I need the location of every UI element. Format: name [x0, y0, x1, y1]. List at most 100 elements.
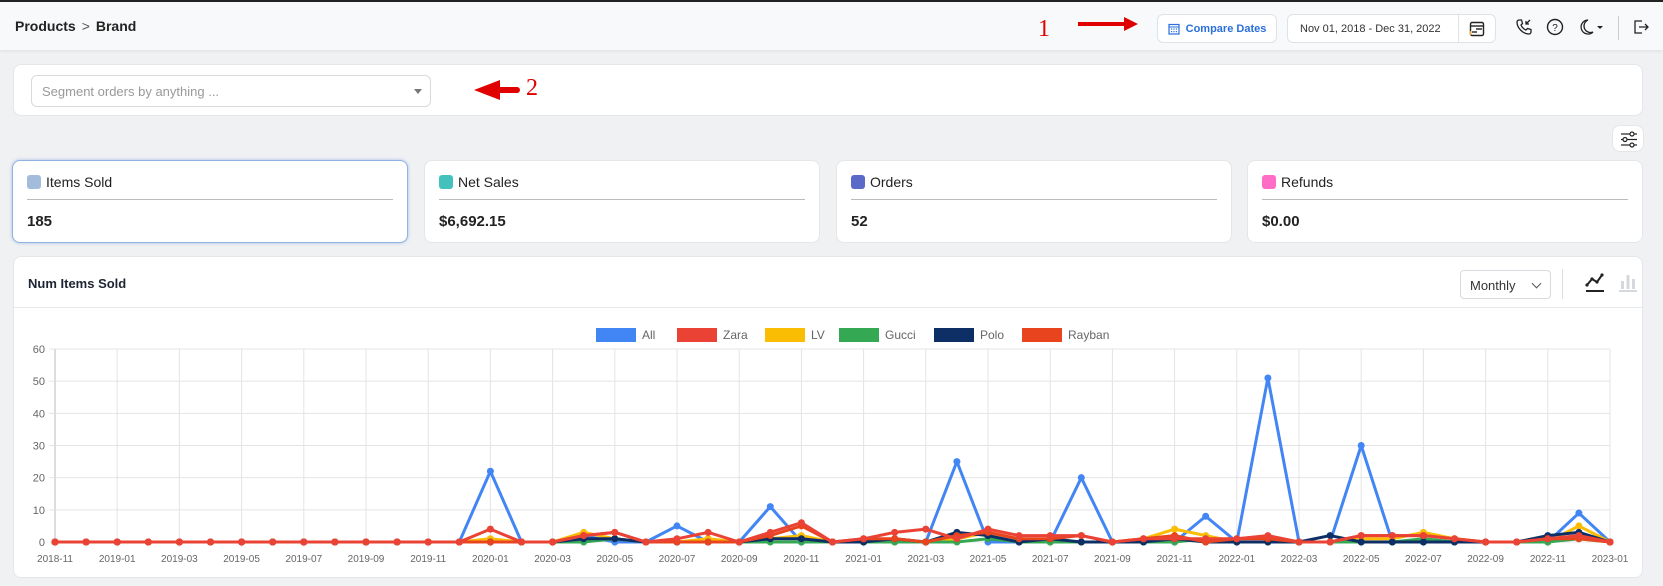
- data-point[interactable]: [486, 538, 494, 546]
- data-point[interactable]: [175, 538, 183, 546]
- data-point[interactable]: [1140, 535, 1147, 543]
- legend-label[interactable]: LV: [811, 328, 825, 342]
- data-point[interactable]: [797, 519, 805, 527]
- legend-swatch[interactable]: [765, 328, 805, 342]
- data-point[interactable]: [1326, 538, 1334, 546]
- data-point[interactable]: [1326, 532, 1334, 540]
- data-point[interactable]: [1357, 442, 1365, 449]
- kpi-card-refunds[interactable]: Refunds $0.00: [1247, 160, 1643, 243]
- data-point[interactable]: [735, 538, 743, 546]
- help-icon[interactable]: ?: [1545, 17, 1565, 37]
- data-point[interactable]: [673, 535, 681, 543]
- data-point[interactable]: [1388, 532, 1396, 540]
- kpi-card-items-sold[interactable]: Items Sold 185: [12, 160, 408, 243]
- data-point[interactable]: [1575, 532, 1583, 540]
- data-point[interactable]: [766, 528, 774, 536]
- data-point[interactable]: [393, 538, 401, 546]
- data-point[interactable]: [922, 525, 930, 533]
- data-point[interactable]: [362, 538, 370, 546]
- legend-label[interactable]: Zara: [723, 328, 748, 342]
- data-point[interactable]: [1606, 538, 1614, 546]
- data-point[interactable]: [984, 525, 992, 533]
- legend-swatch[interactable]: [596, 328, 636, 342]
- data-point[interactable]: [1233, 535, 1241, 543]
- data-point[interactable]: [953, 458, 961, 466]
- data-point[interactable]: [1544, 535, 1552, 543]
- line-chart-toggle[interactable]: [1585, 271, 1605, 295]
- legend-label[interactable]: Gucci: [885, 328, 916, 342]
- data-point[interactable]: [704, 538, 712, 546]
- legend-label[interactable]: All: [642, 328, 655, 342]
- calendar-button[interactable]: [1459, 21, 1495, 37]
- data-point[interactable]: [953, 535, 961, 543]
- phone-incoming-icon[interactable]: [1514, 17, 1534, 37]
- data-point[interactable]: [424, 538, 432, 546]
- data-point[interactable]: [1202, 512, 1210, 520]
- data-point[interactable]: [1108, 538, 1116, 546]
- data-point[interactable]: [455, 538, 463, 546]
- data-point[interactable]: [549, 538, 557, 546]
- data-point[interactable]: [331, 538, 339, 546]
- data-point[interactable]: [113, 538, 121, 546]
- data-point[interactable]: [611, 528, 619, 536]
- segment-select[interactable]: Segment orders by anything ...: [31, 75, 431, 107]
- legend-label[interactable]: Polo: [980, 328, 1004, 342]
- data-point[interactable]: [1046, 532, 1054, 540]
- breadcrumb-products[interactable]: Products: [15, 18, 76, 34]
- data-point[interactable]: [704, 528, 712, 536]
- data-point[interactable]: [1388, 538, 1396, 546]
- data-point[interactable]: [300, 538, 308, 546]
- data-point[interactable]: [51, 538, 59, 546]
- data-point[interactable]: [766, 503, 774, 511]
- data-point[interactable]: [1264, 374, 1272, 382]
- data-point[interactable]: [1077, 474, 1085, 482]
- legend-swatch[interactable]: [677, 328, 717, 342]
- data-point[interactable]: [486, 467, 494, 475]
- data-point[interactable]: [486, 525, 494, 533]
- data-point[interactable]: [238, 538, 246, 546]
- data-point[interactable]: [1171, 525, 1179, 533]
- logout-icon[interactable]: [1631, 17, 1651, 37]
- data-point[interactable]: [1419, 538, 1427, 546]
- interval-select[interactable]: Monthly: [1460, 270, 1551, 299]
- data-point[interactable]: [1295, 538, 1303, 546]
- data-point[interactable]: [1451, 535, 1458, 543]
- data-point[interactable]: [1264, 532, 1272, 540]
- data-point[interactable]: [82, 538, 90, 546]
- data-point[interactable]: [1482, 538, 1490, 546]
- data-point[interactable]: [1513, 538, 1521, 546]
- data-point[interactable]: [1171, 535, 1179, 543]
- data-point[interactable]: [673, 522, 681, 530]
- bar-chart-toggle[interactable]: [1618, 271, 1638, 295]
- theme-toggle[interactable]: [1577, 17, 1605, 37]
- data-point[interactable]: [829, 538, 836, 546]
- customize-metrics-button[interactable]: [1612, 125, 1644, 152]
- legend-label[interactable]: Rayban: [1068, 328, 1109, 342]
- data-point[interactable]: [1357, 538, 1365, 546]
- kpi-card-net-sales[interactable]: Net Sales $6,692.15: [424, 160, 820, 243]
- data-point[interactable]: [797, 535, 805, 543]
- legend-swatch[interactable]: [839, 328, 879, 342]
- data-point[interactable]: [1575, 509, 1583, 517]
- data-point[interactable]: [207, 538, 214, 546]
- data-point[interactable]: [611, 535, 619, 543]
- line-chart[interactable]: All Zara LV Gucci Polo Rayban 0 10 20 30 40 50 60 201…: [14, 309, 1644, 579]
- data-point[interactable]: [1015, 532, 1023, 540]
- data-point[interactable]: [922, 538, 930, 546]
- data-point[interactable]: [518, 538, 525, 546]
- legend-swatch[interactable]: [934, 328, 974, 342]
- kpi-card-orders[interactable]: Orders 52: [836, 160, 1232, 243]
- data-point[interactable]: [1419, 532, 1427, 540]
- data-point[interactable]: [891, 535, 899, 543]
- legend-swatch[interactable]: [1022, 328, 1062, 342]
- data-point[interactable]: [1202, 535, 1210, 543]
- data-point[interactable]: [1575, 522, 1583, 530]
- data-point[interactable]: [860, 535, 868, 543]
- data-point[interactable]: [144, 538, 152, 546]
- compare-dates-button[interactable]: Compare Dates: [1157, 14, 1277, 43]
- data-point[interactable]: [269, 538, 277, 546]
- data-point[interactable]: [1077, 532, 1085, 540]
- data-point[interactable]: [1077, 538, 1085, 546]
- data-point[interactable]: [642, 538, 650, 546]
- data-point[interactable]: [1357, 532, 1365, 540]
